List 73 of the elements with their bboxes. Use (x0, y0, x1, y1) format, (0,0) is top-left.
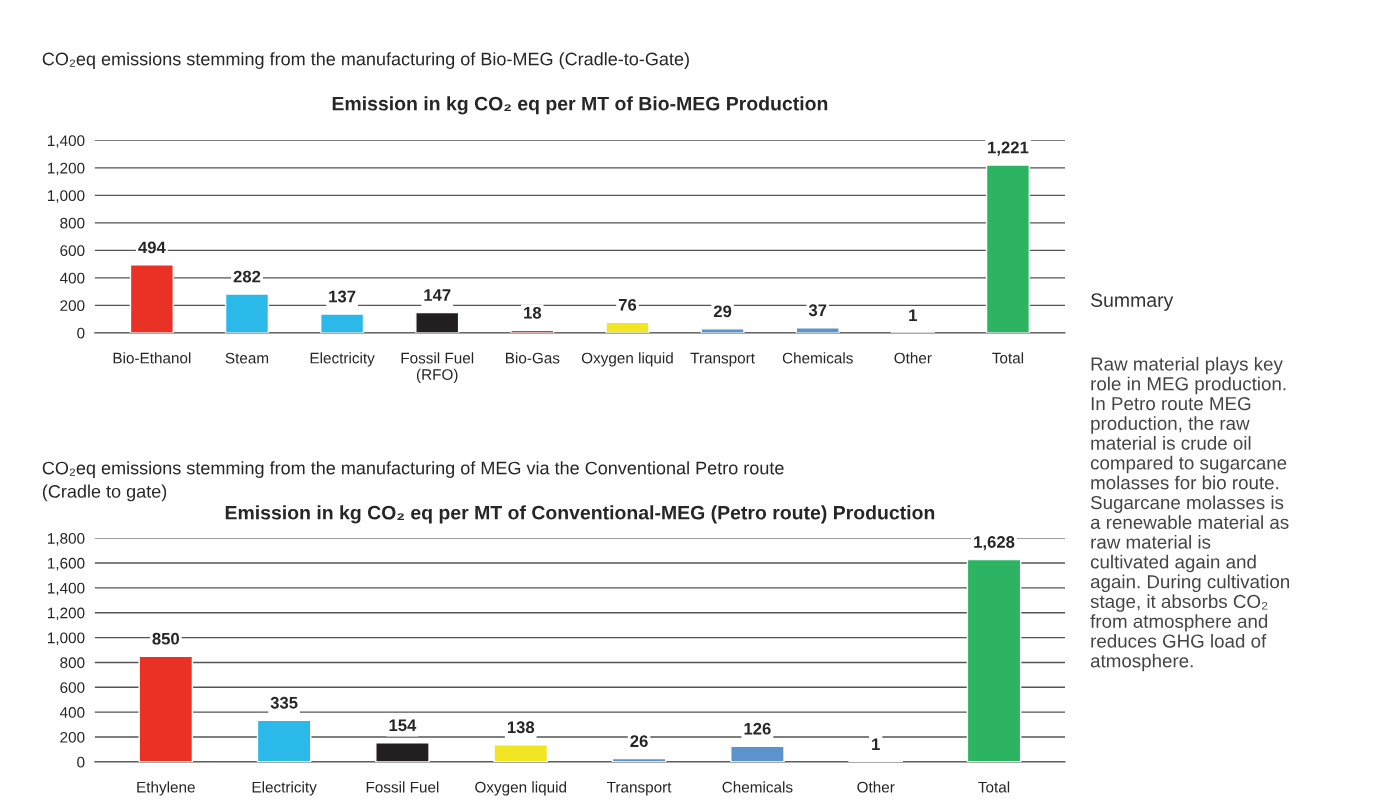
y-tick-label: 0 (77, 327, 85, 339)
x-tick-label: Oxygen liquid (581, 352, 673, 367)
data-label: 138 (507, 721, 535, 734)
x-tick-label: Electricity (252, 781, 317, 796)
data-label: 1 (872, 738, 880, 750)
data-label: 494 (138, 241, 166, 254)
y-tick-label: 1,600 (48, 557, 85, 571)
y-tick-label: 0 (77, 756, 85, 768)
y-tick-label: 800 (60, 217, 85, 229)
chart-title: CO₂eq emissions stemming from the manufacturing of Bio-MEG (Cradle-to-Gate) (42, 52, 689, 69)
data-label: 1 (909, 309, 917, 321)
text: Raw material plays key role in MEG production. In Petro route MEG production, the raw material is crude oil compared to sugarcane molasses for bio route. Sugarcane molasses is a renewable material as raw material is cultivated again and again. During cultivation stage, it absorbs CO₂ from atmosphere and reduces GHG load of atmosphere. (1090, 356, 1290, 672)
y-tick-label: 400 (59, 707, 85, 718)
x-tick-label: Ethylene (137, 781, 195, 796)
bar (375, 742, 430, 762)
data-label: 26 (630, 735, 648, 748)
data-label: 282 (233, 270, 261, 283)
x-tick-label: Fossil Fuel (366, 781, 439, 793)
x-tick-label: Bio-Ethanol (113, 352, 191, 364)
data-label: 850 (152, 632, 180, 645)
bar (256, 719, 312, 762)
data-label: 154 (389, 719, 417, 732)
data-label: 137 (329, 290, 356, 303)
bar (493, 744, 549, 762)
x-tick-label: Chemicals (722, 781, 793, 793)
data-label: 18 (524, 306, 542, 319)
y-tick-label: 600 (60, 245, 85, 257)
bar (966, 558, 1022, 762)
data-label: 37 (808, 304, 827, 317)
y-tick-label: 800 (60, 657, 85, 669)
data-label: 147 (424, 289, 451, 301)
bar (605, 321, 650, 333)
chart-subtitle: Emission in kg CO₂ eq per MT of Bio-MEG Production (332, 96, 828, 115)
y-tick-label: 1,000 (48, 632, 85, 646)
data-label: 29 (713, 305, 732, 318)
bar (415, 311, 460, 333)
x-tick-label: Electricity (310, 352, 375, 367)
data-label: 126 (744, 722, 771, 735)
y-tick-label: 600 (60, 682, 85, 693)
bar (138, 655, 194, 762)
x-tick-label: Oxygen liquid (475, 781, 567, 796)
x-tick-label: Bio-Gas (506, 352, 560, 364)
data-label: 335 (270, 696, 298, 709)
chart-title: CO₂eq emissions stemming from the manufacturing of MEG via the Conventional Petro route (Cradle to gate) (42, 461, 784, 502)
text: Summary (1090, 293, 1174, 311)
data-label: 1,221 (988, 141, 1029, 156)
chart-subtitle: Emission in kg CO₂ eq per MT of Conventional-MEG (Petro route) Production (225, 505, 935, 524)
data-label: 76 (618, 298, 637, 311)
x-tick-label: Other (857, 781, 895, 793)
bar (320, 313, 365, 333)
bar (224, 293, 270, 333)
x-tick-label: Chemicals (782, 352, 853, 364)
x-tick-label: Transport (690, 352, 755, 367)
x-tick-label: Other (894, 352, 932, 364)
x-tick-label: Fossil Fuel (RFO) (401, 352, 474, 383)
y-tick-label: 1,800 (48, 533, 85, 546)
y-tick-label: 400 (59, 272, 85, 284)
x-tick-label: Total (992, 352, 1024, 364)
bar (730, 745, 785, 762)
bar (129, 264, 174, 333)
x-tick-label: Transport (607, 781, 672, 796)
y-tick-label: 1,200 (48, 607, 85, 621)
data-label: 1,628 (974, 536, 1015, 551)
y-tick-label: 1,200 (48, 162, 85, 176)
bar (985, 164, 1031, 333)
y-tick-label: 200 (60, 300, 85, 312)
bar (611, 757, 667, 762)
y-tick-label: 1,400 (48, 582, 85, 596)
x-tick-label: Total (978, 781, 1010, 793)
y-tick-label: 200 (60, 731, 85, 743)
y-tick-label: 1,000 (48, 190, 85, 203)
y-tick-label: 1,400 (48, 135, 85, 148)
x-tick-label: Steam (225, 352, 269, 364)
